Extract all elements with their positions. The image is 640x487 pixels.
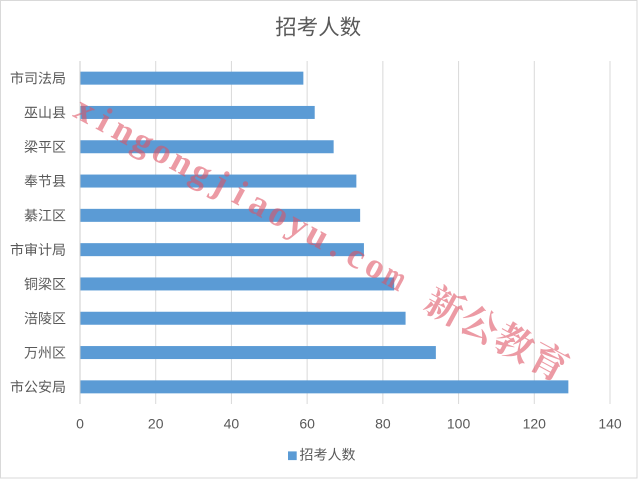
- svg-text:0: 0: [76, 416, 84, 432]
- svg-text:100: 100: [447, 416, 471, 432]
- svg-text:60: 60: [299, 416, 315, 432]
- svg-text:80: 80: [375, 416, 391, 432]
- svg-text:20: 20: [148, 416, 164, 432]
- svg-text:120: 120: [523, 416, 547, 432]
- svg-text:40: 40: [224, 416, 240, 432]
- svg-text:140: 140: [598, 416, 622, 432]
